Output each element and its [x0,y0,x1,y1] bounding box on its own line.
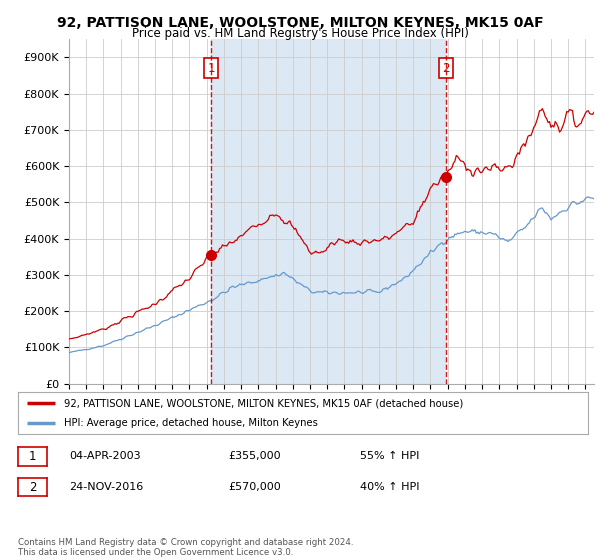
Text: £570,000: £570,000 [228,482,281,492]
Text: 2: 2 [442,62,450,74]
Text: 40% ↑ HPI: 40% ↑ HPI [360,482,419,492]
Text: £355,000: £355,000 [228,451,281,461]
Text: Price paid vs. HM Land Registry's House Price Index (HPI): Price paid vs. HM Land Registry's House … [131,27,469,40]
Text: 2: 2 [29,480,36,494]
Text: 1: 1 [29,450,36,463]
Text: 92, PATTISON LANE, WOOLSTONE, MILTON KEYNES, MK15 0AF (detached house): 92, PATTISON LANE, WOOLSTONE, MILTON KEY… [64,398,463,408]
Text: 24-NOV-2016: 24-NOV-2016 [69,482,143,492]
Text: Contains HM Land Registry data © Crown copyright and database right 2024.
This d: Contains HM Land Registry data © Crown c… [18,538,353,557]
Text: 04-APR-2003: 04-APR-2003 [69,451,140,461]
Text: 55% ↑ HPI: 55% ↑ HPI [360,451,419,461]
Text: 92, PATTISON LANE, WOOLSTONE, MILTON KEYNES, MK15 0AF: 92, PATTISON LANE, WOOLSTONE, MILTON KEY… [56,16,544,30]
Text: HPI: Average price, detached house, Milton Keynes: HPI: Average price, detached house, Milt… [64,418,317,428]
Text: 1: 1 [207,62,215,74]
